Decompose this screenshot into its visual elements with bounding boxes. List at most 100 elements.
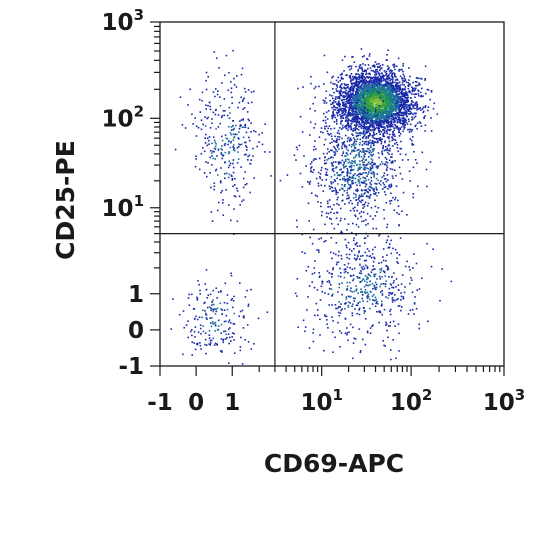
event-dot [371,114,373,116]
event-dot [377,137,379,140]
event-dot [390,98,392,100]
event-dot [346,266,349,268]
event-dot [387,113,389,116]
event-dot [361,68,363,71]
event-dot [312,332,314,334]
event-dot [358,272,361,274]
event-dot [221,149,224,151]
event-dot [410,130,413,133]
event-dot [410,279,413,281]
event-dot [402,63,405,65]
event-dot [381,92,383,94]
event-dot [340,94,343,97]
event-dot [215,145,217,148]
event-dot [344,145,347,147]
event-dot [355,259,357,261]
event-dot [381,96,383,99]
event-dot [296,226,298,228]
event-dot [371,164,373,166]
event-dot [337,143,340,146]
event-dot [359,112,362,115]
event-dot [402,121,404,123]
event-dot [380,141,383,143]
event-dot [403,99,406,101]
event-dot [211,142,213,145]
event-dot [364,113,366,116]
event-dot [359,118,361,120]
event-dot [380,90,383,92]
event-dot [356,149,358,152]
event-dot [395,76,397,78]
event-dot [415,93,417,95]
event-dot [359,177,362,180]
event-dot [382,135,384,137]
event-dot [389,292,392,295]
event-dot [399,104,401,106]
event-dot [381,276,383,278]
event-dot [357,128,360,131]
event-dot [408,266,410,268]
event-dot [389,349,392,351]
event-dot [233,136,235,139]
event-dot [379,137,382,139]
event-dot [307,181,309,183]
event-dot [332,111,334,113]
event-dot [374,96,377,99]
event-dot [389,85,391,88]
event-dot [411,144,413,146]
event-dot [214,109,217,112]
event-dot [337,114,339,117]
event-dot [413,302,416,304]
event-dot [365,126,367,128]
event-dot [354,76,357,79]
event-dot [397,112,399,114]
event-dot [382,100,384,102]
event-dot [355,89,358,92]
event-dot [385,93,387,96]
event-dot [335,138,338,140]
event-dot [370,144,372,147]
event-dot [342,127,344,129]
event-dot [356,105,359,107]
event-dot [316,249,318,251]
event-dot [372,108,375,110]
event-dot [334,304,337,306]
event-dot [331,331,334,333]
event-dot [327,157,330,160]
event-dot [383,186,386,189]
event-dot [360,124,363,126]
event-dot [354,95,357,97]
event-dot [304,252,306,255]
event-dot [371,161,373,164]
event-dot [344,126,346,128]
event-dot [315,158,317,160]
event-dot [217,149,220,152]
event-dot [394,248,397,251]
event-dot [377,127,379,129]
event-dot [383,344,385,347]
event-dot [371,150,374,153]
event-dot [374,112,377,114]
event-dot [294,292,297,295]
event-dot [362,115,364,117]
event-dot [324,97,327,99]
event-dot [372,90,374,93]
event-dot [349,172,352,175]
event-dot [397,305,400,307]
event-dot [348,125,351,128]
event-dot [208,136,211,138]
event-dot [242,98,245,101]
event-dot [326,216,328,218]
event-dot [378,101,380,103]
event-dot [345,298,348,300]
event-dot [373,190,375,193]
event-dot [364,120,367,123]
event-dot [379,184,382,186]
event-dot [239,144,241,146]
event-dot [379,122,382,125]
event-dot [354,138,356,141]
event-dot [363,117,365,119]
event-dot [361,159,363,162]
event-dot [380,180,382,182]
event-dot [320,127,323,129]
